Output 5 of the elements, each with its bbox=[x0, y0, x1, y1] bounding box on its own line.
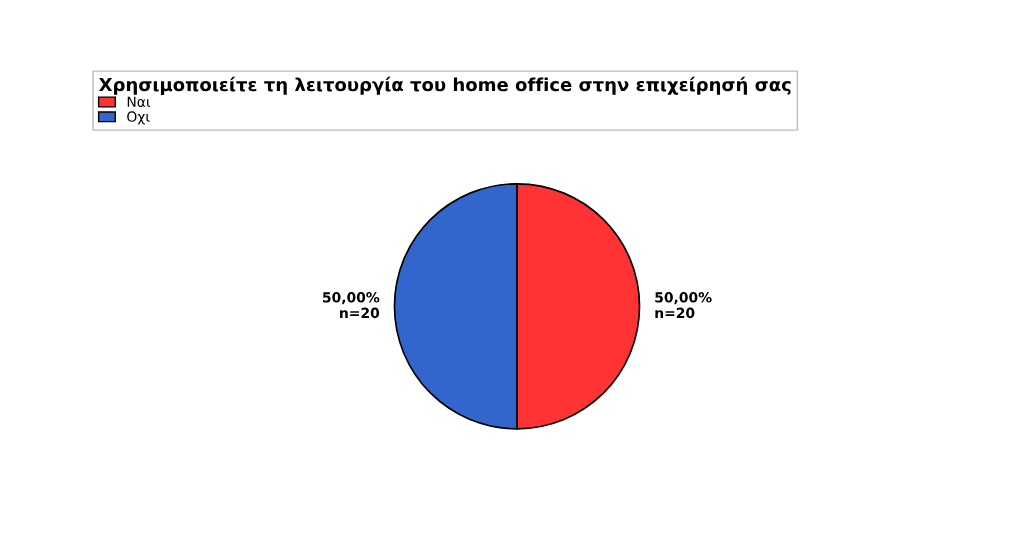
legend-label: Ναι bbox=[127, 96, 151, 107]
legend-title: Χρησιμοποιείτε τη λειτουργία του home office στην επιχείρησή σας bbox=[98, 76, 791, 95]
legend-label: Οχι bbox=[127, 111, 150, 125]
data-label: 50,00% n=20 bbox=[655, 292, 712, 319]
data-label: 50,00% n=20 bbox=[322, 292, 380, 319]
